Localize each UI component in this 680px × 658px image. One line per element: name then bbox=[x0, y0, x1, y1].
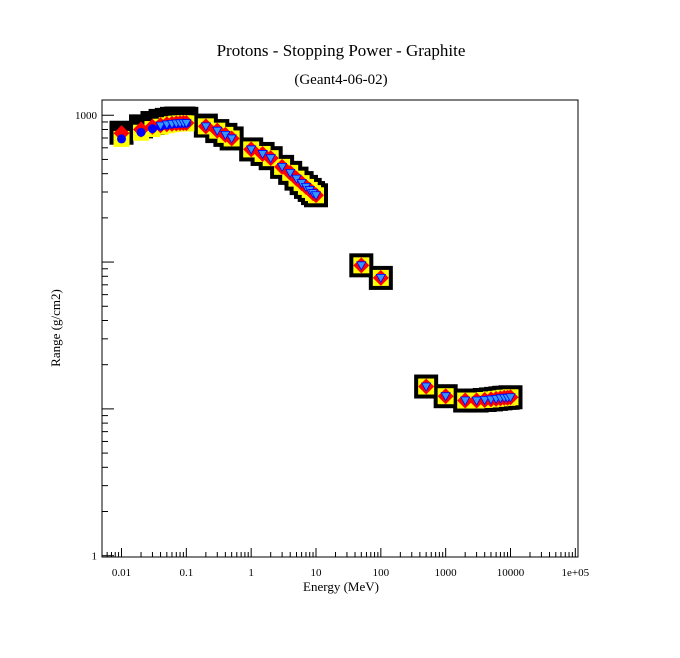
data-point-cyan-triangle bbox=[200, 122, 212, 132]
data-point-cyan-triangle bbox=[226, 134, 237, 144]
x-tick-label: 100 bbox=[373, 567, 390, 579]
data-point-cyan-triangle bbox=[245, 145, 257, 155]
series-yellow-square bbox=[113, 115, 519, 409]
series-black-square bbox=[109, 106, 523, 413]
data-point-cyan-triangle bbox=[471, 396, 482, 406]
data-point-cyan-triangle bbox=[440, 392, 451, 402]
data-point-cyan-triangle bbox=[420, 382, 432, 392]
data-point-cyan-triangle bbox=[265, 154, 276, 164]
x-tick-label: 10000 bbox=[497, 567, 525, 579]
data-point-cyan-triangle bbox=[356, 261, 367, 271]
chart-subtitle: (Geant4-06-02) bbox=[294, 72, 387, 88]
x-tick-label: 1000 bbox=[435, 567, 458, 579]
y-tick-label: 1 bbox=[92, 551, 98, 563]
chart-title: Protons - Stopping Power - Graphite bbox=[217, 41, 466, 60]
y-axis-ticks: 1 1000 bbox=[75, 110, 114, 563]
series-red-diamond bbox=[113, 114, 519, 409]
x-axis-label: Energy (MeV) bbox=[303, 579, 379, 594]
data-markers bbox=[109, 106, 523, 413]
x-tick-label: 10 bbox=[311, 567, 323, 579]
data-point-cyan-triangle bbox=[181, 119, 192, 129]
data-point-cyan-triangle bbox=[479, 396, 490, 406]
plot-frame bbox=[101, 99, 579, 558]
data-point-blue-circle bbox=[117, 134, 127, 144]
x-tick-label: 0.01 bbox=[112, 567, 131, 579]
x-tick-label: 1e+05 bbox=[562, 567, 590, 579]
x-tick-label: 1 bbox=[248, 567, 254, 579]
x-axis-ticks: 0.01 0.1 1 10 100 1000 10000 1e+05 bbox=[101, 548, 590, 579]
data-point-cyan-triangle bbox=[459, 396, 471, 406]
series-cyan-triangle bbox=[155, 119, 516, 406]
y-axis-label: Range (g/cm2) bbox=[48, 289, 63, 367]
data-point-cyan-triangle bbox=[285, 168, 296, 179]
data-point-cyan-triangle bbox=[291, 174, 302, 184]
data-point-cyan-triangle bbox=[505, 393, 516, 403]
data-point-cyan-triangle bbox=[310, 191, 322, 201]
data-point-blue-circle bbox=[147, 124, 157, 134]
data-point-cyan-triangle bbox=[257, 150, 268, 160]
data-point-blue-circle bbox=[136, 127, 146, 137]
data-point-cyan-triangle bbox=[375, 274, 387, 284]
data-point-cyan-triangle bbox=[212, 126, 223, 136]
x-tick-label: 0.1 bbox=[179, 567, 193, 579]
y-tick-label: 1000 bbox=[75, 110, 98, 122]
data-point-cyan-triangle bbox=[276, 162, 288, 173]
data-point-cyan-triangle bbox=[155, 121, 166, 131]
